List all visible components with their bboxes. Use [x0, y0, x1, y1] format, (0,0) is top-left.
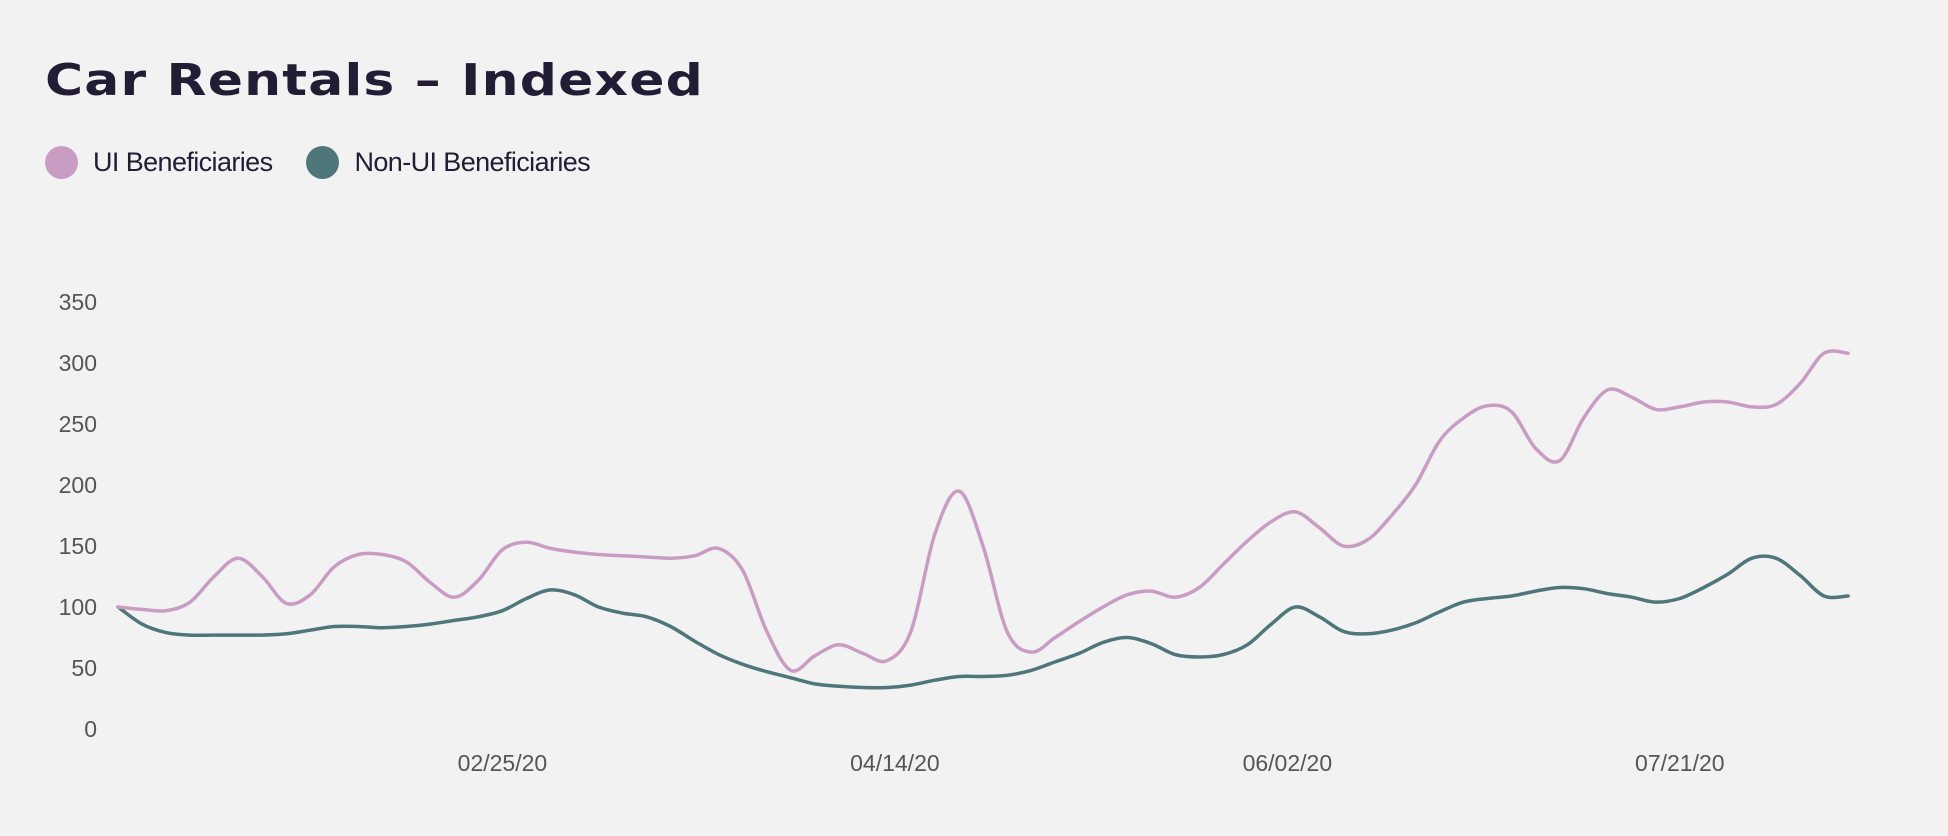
- legend-swatch-ui: [45, 146, 78, 179]
- y-tick-label: 200: [59, 472, 97, 498]
- x-tick-label: 07/21/20: [1635, 750, 1725, 776]
- y-tick-label: 250: [59, 411, 97, 437]
- y-tick-label: 300: [59, 350, 97, 376]
- y-tick-label: 100: [59, 594, 97, 620]
- series-line-non-ui-beneficiaries: [116, 554, 1850, 690]
- x-tick-label: 06/02/20: [1243, 750, 1333, 776]
- legend-label-ui: UI Beneficiaries: [93, 147, 273, 177]
- y-tick-label: 0: [84, 716, 97, 742]
- chart-title: Car Rentals – Indexed: [45, 55, 704, 106]
- legend-item-non-ui: Non-UI Beneficiaries: [306, 146, 591, 179]
- legend-label-non-ui: Non-UI Beneficiaries: [354, 147, 591, 177]
- x-tick-label: 04/14/20: [850, 750, 940, 776]
- chart-legend: UI Beneficiaries Non-UI Beneficiaries: [45, 146, 624, 179]
- y-tick-label: 350: [59, 289, 97, 315]
- legend-swatch-non-ui: [306, 146, 340, 179]
- series-line-ui-beneficiaries: [116, 349, 1850, 673]
- y-tick-label: 150: [59, 533, 97, 559]
- x-tick-label: 02/25/20: [458, 750, 548, 776]
- y-tick-label: 50: [71, 655, 97, 681]
- legend-item-ui: UI Beneficiaries: [45, 146, 273, 179]
